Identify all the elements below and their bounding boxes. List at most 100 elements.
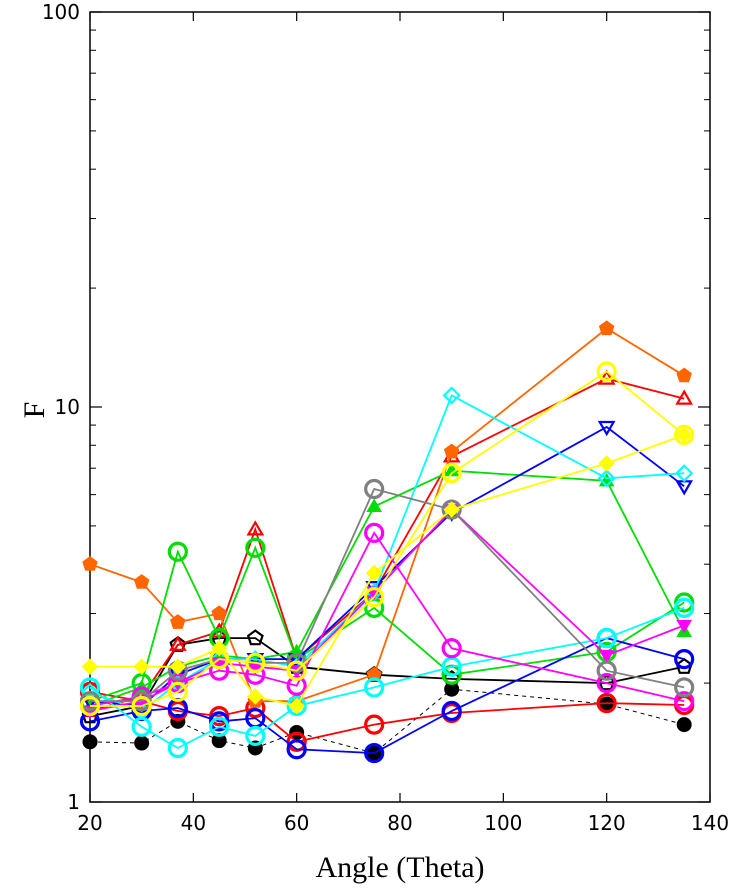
data-point: [247, 688, 264, 705]
data-point: [133, 658, 150, 675]
x-tick-label: 20: [77, 811, 102, 835]
data-point: [365, 564, 383, 582]
y-tick-label: 1: [67, 790, 80, 814]
data-point: [286, 695, 307, 717]
data-point: [245, 652, 266, 673]
data-point: [366, 498, 382, 512]
x-tick-label: 60: [284, 811, 309, 835]
data-point: [131, 695, 152, 717]
data-point: [134, 735, 150, 751]
data-point: [211, 605, 227, 621]
series-line: [89, 637, 685, 717]
data-point: [441, 700, 462, 722]
series-line: [89, 469, 686, 707]
data-point: [443, 501, 460, 518]
data-point: [442, 386, 461, 405]
data-point: [675, 480, 694, 496]
data-point: [167, 541, 188, 562]
data-point: [81, 658, 99, 675]
data-point: [676, 717, 692, 733]
data-point: [676, 619, 692, 634]
data-point: [167, 681, 188, 702]
series-14: [79, 361, 695, 717]
series-line: [89, 637, 685, 755]
series-line: [89, 607, 685, 750]
data-point: [676, 367, 692, 383]
x-tick-label: 140: [691, 811, 729, 835]
data-point: [596, 672, 617, 694]
series-line: [89, 545, 685, 703]
data-point: [245, 537, 266, 558]
data-point: [366, 666, 382, 682]
data-point: [675, 389, 694, 405]
data-point: [443, 443, 460, 459]
data-point: [443, 462, 460, 477]
series-15: [81, 426, 693, 715]
x-tick-label: 100: [484, 811, 522, 835]
data-point: [133, 574, 150, 589]
data-point: [364, 677, 385, 698]
data-point: [674, 597, 695, 619]
data-point: [169, 658, 187, 675]
data-point: [674, 677, 695, 698]
data-point: [598, 674, 616, 691]
data-point: [246, 629, 264, 646]
x-tick-label: 120: [588, 811, 626, 835]
data-point: [596, 361, 617, 382]
axis-ticks: 20 40 60 80 100 120 140 1 10 100: [42, 0, 729, 835]
series-line: [89, 691, 685, 743]
series-line: [89, 531, 685, 707]
x-axis-label: Angle (Theta): [315, 851, 484, 884]
data-point: [598, 320, 615, 336]
series-line: [89, 508, 685, 712]
data-point: [596, 660, 617, 681]
data-point: [168, 635, 187, 651]
data-point: [364, 742, 385, 764]
data-point: [597, 420, 616, 437]
data-point: [441, 499, 462, 520]
data-point: [286, 660, 307, 681]
series-line: [90, 434, 685, 708]
series-line: [89, 377, 685, 712]
data-point: [675, 426, 693, 444]
data-point: [247, 661, 264, 675]
series-line: [90, 487, 685, 703]
data-point: [441, 463, 462, 484]
data-point: [674, 649, 695, 670]
data-point: [170, 614, 186, 629]
data-point: [211, 733, 227, 749]
data-point: [364, 478, 385, 500]
y-axis-label: F: [18, 402, 51, 419]
data-point: [82, 734, 98, 750]
data-point: [598, 455, 615, 472]
data-point: [286, 739, 307, 760]
data-point: [364, 587, 385, 608]
series-line: [89, 688, 685, 754]
data-point: [288, 697, 305, 715]
data-point: [210, 640, 228, 657]
data-point: [596, 692, 617, 714]
data-point: [245, 725, 266, 747]
x-tick-label: 80: [387, 811, 412, 835]
data-point: [441, 638, 462, 659]
data-point: [169, 635, 187, 653]
data-point: [82, 556, 98, 571]
data-point: [598, 649, 615, 664]
data-point: [364, 522, 385, 544]
series-line: [90, 370, 685, 707]
data-point: [79, 695, 101, 717]
series-9: [79, 597, 695, 759]
data-point: [364, 714, 385, 735]
y-tick-label: 10: [55, 395, 80, 419]
data-point: [675, 464, 694, 483]
data-point: [596, 627, 617, 649]
data-point: [443, 670, 461, 687]
data-point: [209, 716, 230, 737]
data-point: [167, 737, 188, 759]
data-point: [597, 469, 616, 488]
y-tick-label: 100: [42, 0, 80, 24]
x-tick-label: 40: [181, 811, 206, 835]
data-point: [674, 424, 695, 445]
series-layer: [79, 320, 695, 764]
